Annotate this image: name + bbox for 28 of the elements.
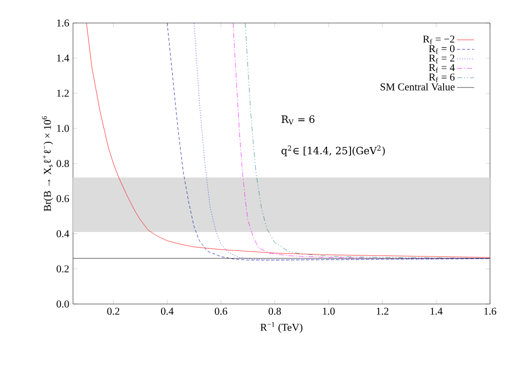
y-tick-label: 0.6 [56, 195, 70, 202]
legend-label: R$_{f}$ = 0 [428, 45, 454, 54]
x-tick-label: 1.4 [430, 308, 443, 315]
legend-label: R$_{f}$ = 6 [428, 74, 455, 82]
y-tick-label: 1.2 [57, 90, 69, 97]
y-tick-label: 0.4 [56, 230, 70, 238]
legend-label: R$_{f}$ = −2 [423, 36, 454, 44]
y-tick-label: 0.0 [56, 300, 69, 308]
x-tick-label: 1.2 [376, 308, 388, 315]
x-tick-label: 0.6 [214, 308, 228, 315]
annotation: q$^{2}$∈ [14.4, 25](GeV$^{2}$) [282, 145, 385, 156]
y-tick-label: 1.4 [57, 54, 70, 62]
x-tick-label: 0.4 [161, 308, 174, 315]
y-axis-title: Br(B → X$_{s}$ℓ$^{+}$ℓ$^{−}$) × 10$^{6}$ [42, 116, 54, 212]
line-series [86, 23, 490, 258]
x-tick-label: 0.8 [268, 308, 281, 315]
x-tick-label: 1.0 [322, 308, 335, 315]
x-axis-title: R$^{−1}$ (TeV) [260, 322, 302, 333]
legend-label: R$_{f}$ = 2 [428, 54, 454, 64]
y-tick-label: 0.8 [56, 160, 69, 168]
y-tick-label: 1.0 [57, 124, 69, 132]
x-tick-label: 1.6 [484, 308, 496, 315]
legend-label: SM Central Value [380, 83, 455, 90]
x-tick-label: 0.2 [107, 308, 120, 315]
y-tick-label: 0.2 [56, 265, 69, 272]
annotation: R$_{V}$ = 6 [282, 115, 314, 124]
y-tick-label: 1.6 [57, 19, 70, 27]
legend-label: R$_{f}$ = 4 [428, 64, 455, 73]
